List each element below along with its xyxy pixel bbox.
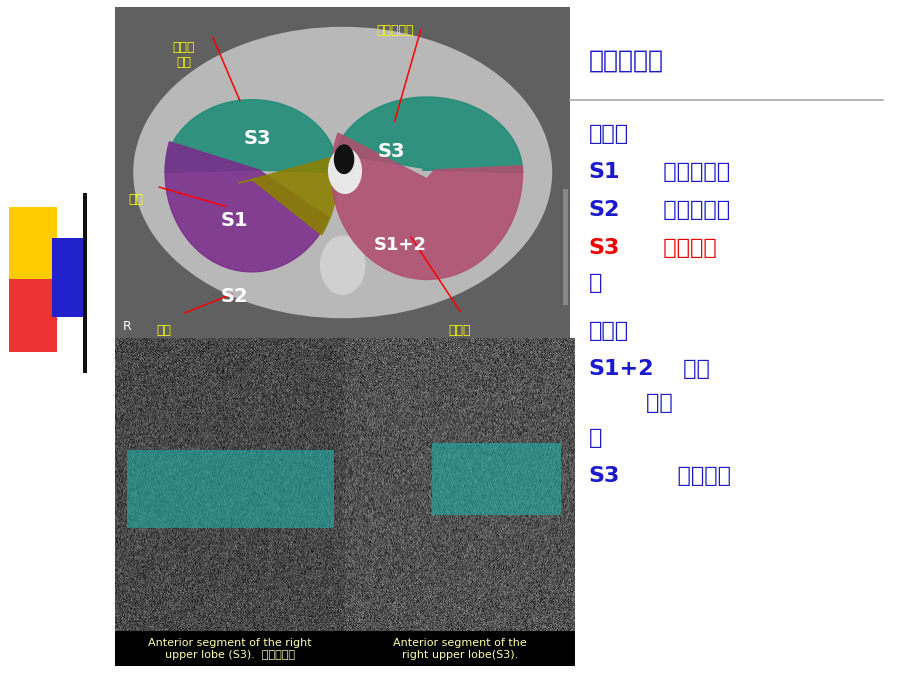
- Polygon shape: [334, 97, 522, 172]
- Text: 。: 。: [588, 273, 602, 293]
- Bar: [115, 338, 345, 666]
- Ellipse shape: [334, 144, 354, 174]
- Text: S3: S3: [588, 466, 619, 486]
- Text: S1: S1: [588, 162, 619, 182]
- Ellipse shape: [320, 235, 365, 295]
- Text: 上叶前段: 上叶前段: [648, 238, 716, 258]
- Text: 上叶: 上叶: [675, 359, 709, 379]
- Text: 左肺：: 左肺：: [588, 321, 629, 341]
- Ellipse shape: [133, 27, 551, 318]
- Text: 右肺：: 右肺：: [588, 124, 629, 144]
- Bar: [83, 193, 87, 373]
- Text: 上叶后段。: 上叶后段。: [648, 200, 729, 220]
- Bar: [345, 338, 574, 666]
- Text: 右上叶
前段: 右上叶 前段: [173, 41, 195, 70]
- Text: S1: S1: [221, 211, 248, 230]
- Text: Anterior segment of the right
upper lobe (S3).  右上叶前段: Anterior segment of the right upper lobe…: [148, 638, 312, 660]
- Text: S3: S3: [588, 238, 619, 258]
- Polygon shape: [165, 99, 338, 172]
- Polygon shape: [238, 156, 338, 235]
- Text: 段: 段: [588, 428, 602, 448]
- Bar: [127, 450, 334, 529]
- Text: S2: S2: [221, 287, 248, 306]
- Bar: [432, 443, 561, 515]
- Text: 上叶前段: 上叶前段: [648, 466, 730, 486]
- Text: 尖后: 尖后: [588, 393, 672, 413]
- Text: Anterior segment of the
right upper lobe(S3).: Anterior segment of the right upper lobe…: [392, 638, 527, 660]
- Bar: [9, 207, 57, 279]
- Bar: [9, 279, 57, 352]
- Bar: [115, 631, 345, 666]
- Text: S3: S3: [377, 142, 404, 161]
- Text: 尖后段: 尖后段: [448, 324, 471, 337]
- Text: S1+2: S1+2: [373, 236, 426, 254]
- Text: 尖段: 尖段: [129, 193, 143, 206]
- Bar: [115, 7, 570, 338]
- Text: 左上叶前段: 左上叶前段: [377, 24, 414, 37]
- Text: S1+2: S1+2: [588, 359, 653, 379]
- Ellipse shape: [327, 148, 362, 194]
- Text: 后段: 后段: [156, 324, 171, 337]
- Text: 图中所示：: 图中所示：: [588, 48, 664, 72]
- Text: 上叶尖段；: 上叶尖段；: [648, 162, 729, 182]
- Polygon shape: [331, 133, 522, 279]
- Text: S2: S2: [588, 200, 619, 220]
- Text: S3: S3: [244, 128, 271, 148]
- Polygon shape: [165, 142, 328, 272]
- Bar: [52, 238, 87, 317]
- Text: R: R: [122, 319, 131, 333]
- Bar: [345, 631, 574, 666]
- Bar: [562, 189, 567, 305]
